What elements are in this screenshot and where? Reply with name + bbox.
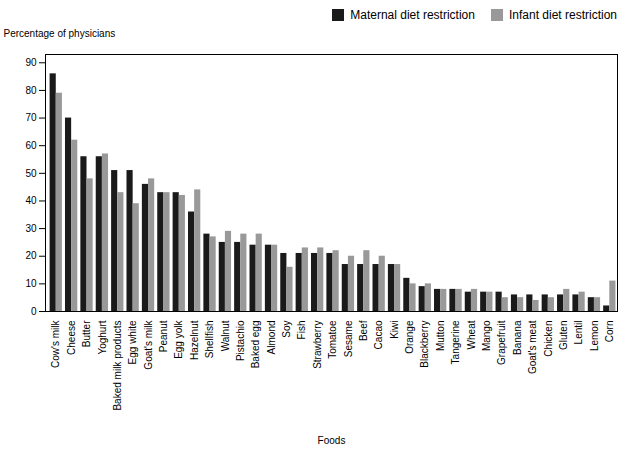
svg-text:Cow's milk: Cow's milk bbox=[50, 320, 61, 368]
svg-text:Butter: Butter bbox=[81, 320, 92, 347]
svg-text:Egg white: Egg white bbox=[127, 320, 138, 364]
svg-text:Lentil: Lentil bbox=[573, 321, 584, 345]
svg-text:Goat's milk: Goat's milk bbox=[143, 320, 154, 370]
svg-text:30: 30 bbox=[25, 223, 37, 234]
svg-text:Fish: Fish bbox=[296, 321, 307, 340]
svg-text:Peanut: Peanut bbox=[158, 320, 169, 352]
svg-text:0: 0 bbox=[31, 306, 37, 317]
svg-text:Mutton: Mutton bbox=[435, 321, 446, 352]
svg-text:Beef: Beef bbox=[358, 320, 369, 341]
svg-text:Baked milk products: Baked milk products bbox=[112, 321, 123, 411]
svg-text:Banana: Banana bbox=[512, 320, 523, 355]
svg-text:60: 60 bbox=[25, 140, 37, 151]
svg-text:Lemon: Lemon bbox=[589, 321, 600, 352]
svg-text:Orange: Orange bbox=[404, 320, 415, 354]
svg-text:70: 70 bbox=[25, 112, 37, 123]
svg-text:Egg yolk: Egg yolk bbox=[173, 320, 184, 359]
svg-text:Blackberry: Blackberry bbox=[419, 321, 430, 368]
svg-text:80: 80 bbox=[25, 85, 37, 96]
svg-text:Tangerine: Tangerine bbox=[450, 320, 461, 364]
svg-text:Shellfish: Shellfish bbox=[204, 321, 215, 359]
svg-text:50: 50 bbox=[25, 168, 37, 179]
svg-text:Pistachio: Pistachio bbox=[235, 320, 246, 361]
svg-text:Chicken: Chicken bbox=[543, 321, 554, 357]
svg-text:Gluten: Gluten bbox=[558, 321, 569, 350]
svg-text:40: 40 bbox=[25, 195, 37, 206]
svg-text:Cheese: Cheese bbox=[66, 320, 77, 355]
svg-text:Soy: Soy bbox=[281, 321, 292, 338]
svg-text:Tomatoe: Tomatoe bbox=[327, 320, 338, 359]
svg-text:Walnut: Walnut bbox=[220, 320, 231, 351]
svg-text:Kiwi: Kiwi bbox=[389, 321, 400, 339]
svg-text:20: 20 bbox=[25, 250, 37, 261]
svg-text:Wheat: Wheat bbox=[466, 320, 477, 349]
html-text:Maternal diet restriction: Maternal diet restriction bbox=[350, 8, 475, 22]
svg-text:Baked egg: Baked egg bbox=[250, 321, 261, 369]
svg-text:90: 90 bbox=[25, 57, 37, 68]
html-text:Infant diet restriction: Infant diet restriction bbox=[508, 8, 617, 22]
svg-text:Sesame: Sesame bbox=[343, 320, 354, 357]
svg-text:10: 10 bbox=[25, 278, 37, 289]
svg-text:Percentage of physicians: Percentage of physicians bbox=[4, 28, 116, 39]
svg-text:Corn: Corn bbox=[604, 321, 615, 343]
svg-text:Hazelnut: Hazelnut bbox=[189, 320, 200, 360]
svg-text:Grapefruit: Grapefruit bbox=[496, 320, 507, 365]
svg-text:Yoghurt: Yoghurt bbox=[97, 320, 108, 354]
svg-text:Goat's meat: Goat's meat bbox=[527, 320, 538, 374]
svg-text:Foods: Foods bbox=[318, 435, 346, 446]
svg-text:Cacao: Cacao bbox=[373, 320, 384, 349]
svg-text:Strawberry: Strawberry bbox=[312, 321, 323, 369]
svg-text:Mango: Mango bbox=[481, 320, 492, 351]
svg-text:Almond: Almond bbox=[266, 321, 277, 355]
